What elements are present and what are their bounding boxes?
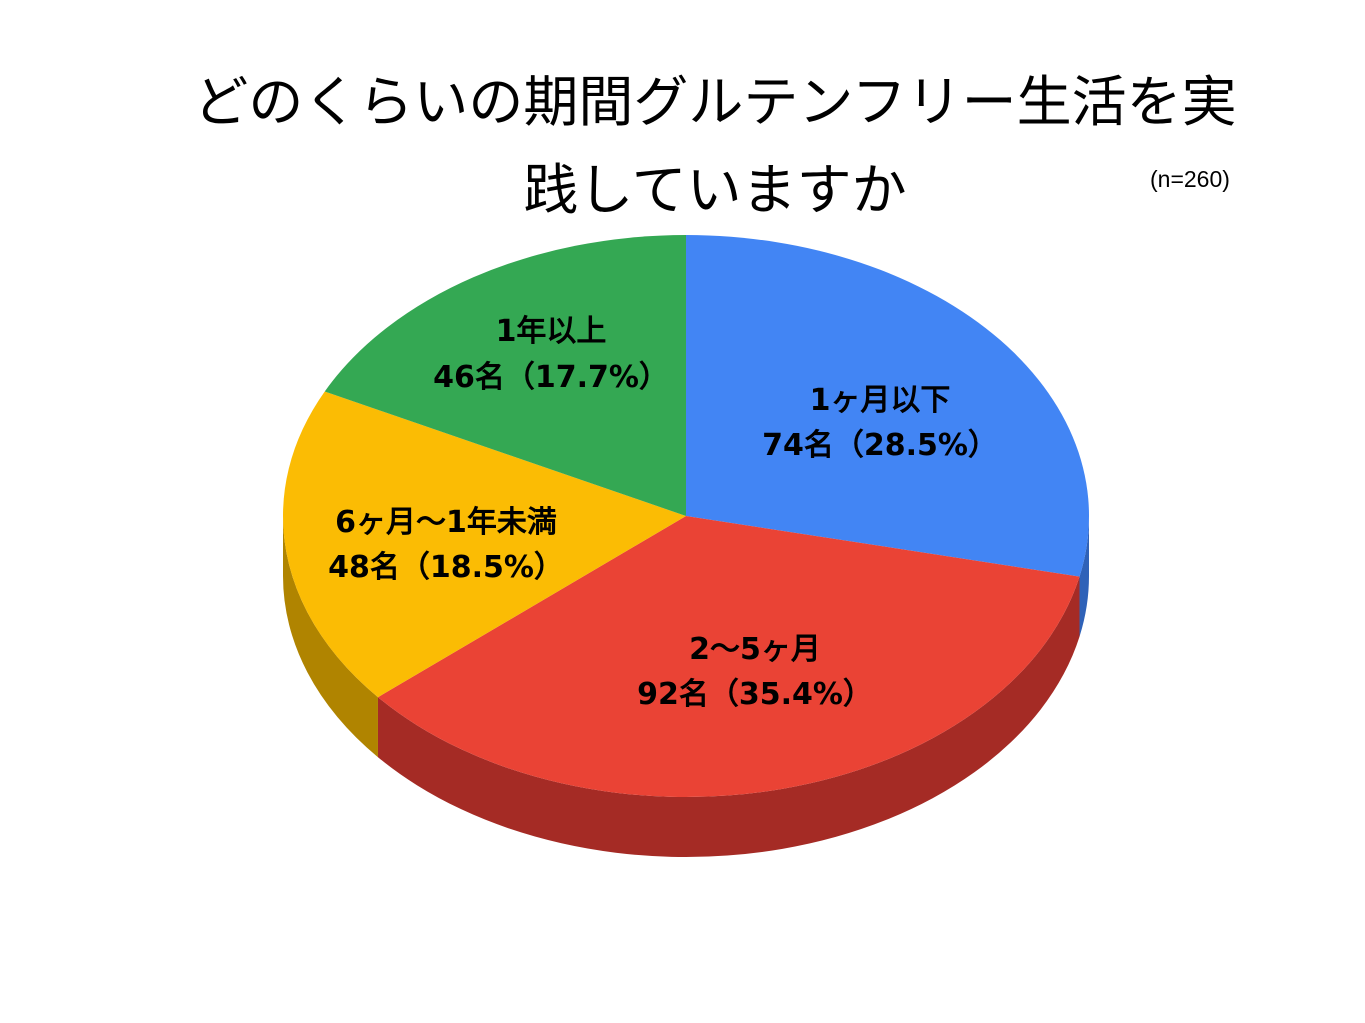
slice-label-4: 1年以上 bbox=[496, 314, 607, 349]
slice-label-1: 1ヶ月以下 bbox=[810, 383, 951, 418]
pie-labels: 1ヶ月以下 74名（28.5%） 2〜5ヶ月 92名（35.4%） 6ヶ月〜1年未満 48… bbox=[328, 314, 998, 712]
chart-title: どのくらいの期間グルテンフリー生活を実 践していますか bbox=[150, 58, 1280, 234]
slice-value-label-4: 46名（17.7%） bbox=[433, 360, 669, 395]
pie-slice-1 bbox=[686, 235, 1090, 577]
slice-value-label-3: 48名（18.5%） bbox=[328, 550, 564, 585]
pie-slice-3 bbox=[282, 391, 686, 698]
pie-slice-2 bbox=[377, 516, 1080, 798]
chart-title-line-2: 践していますか bbox=[523, 158, 907, 222]
slice-label-3: 6ヶ月〜1年未満 bbox=[335, 505, 557, 540]
chart-title-line-1: どのくらいの期間グルテンフリー生活を実 bbox=[193, 70, 1237, 134]
pie-sides bbox=[283, 516, 1089, 858]
pie-tops bbox=[282, 235, 1090, 798]
sample-size-note: (n=260) bbox=[1150, 166, 1230, 192]
slice-value-label-1: 74名（28.5%） bbox=[762, 428, 998, 463]
pie-slice-side-3 bbox=[283, 516, 378, 758]
slice-label-2: 2〜5ヶ月 bbox=[689, 632, 821, 667]
slice-value-label-2: 92名（35.4%） bbox=[637, 677, 873, 712]
pie-slice-side-1 bbox=[1079, 516, 1089, 637]
pie-slice-4 bbox=[324, 235, 686, 516]
pie-slice-side-2 bbox=[377, 576, 1080, 858]
